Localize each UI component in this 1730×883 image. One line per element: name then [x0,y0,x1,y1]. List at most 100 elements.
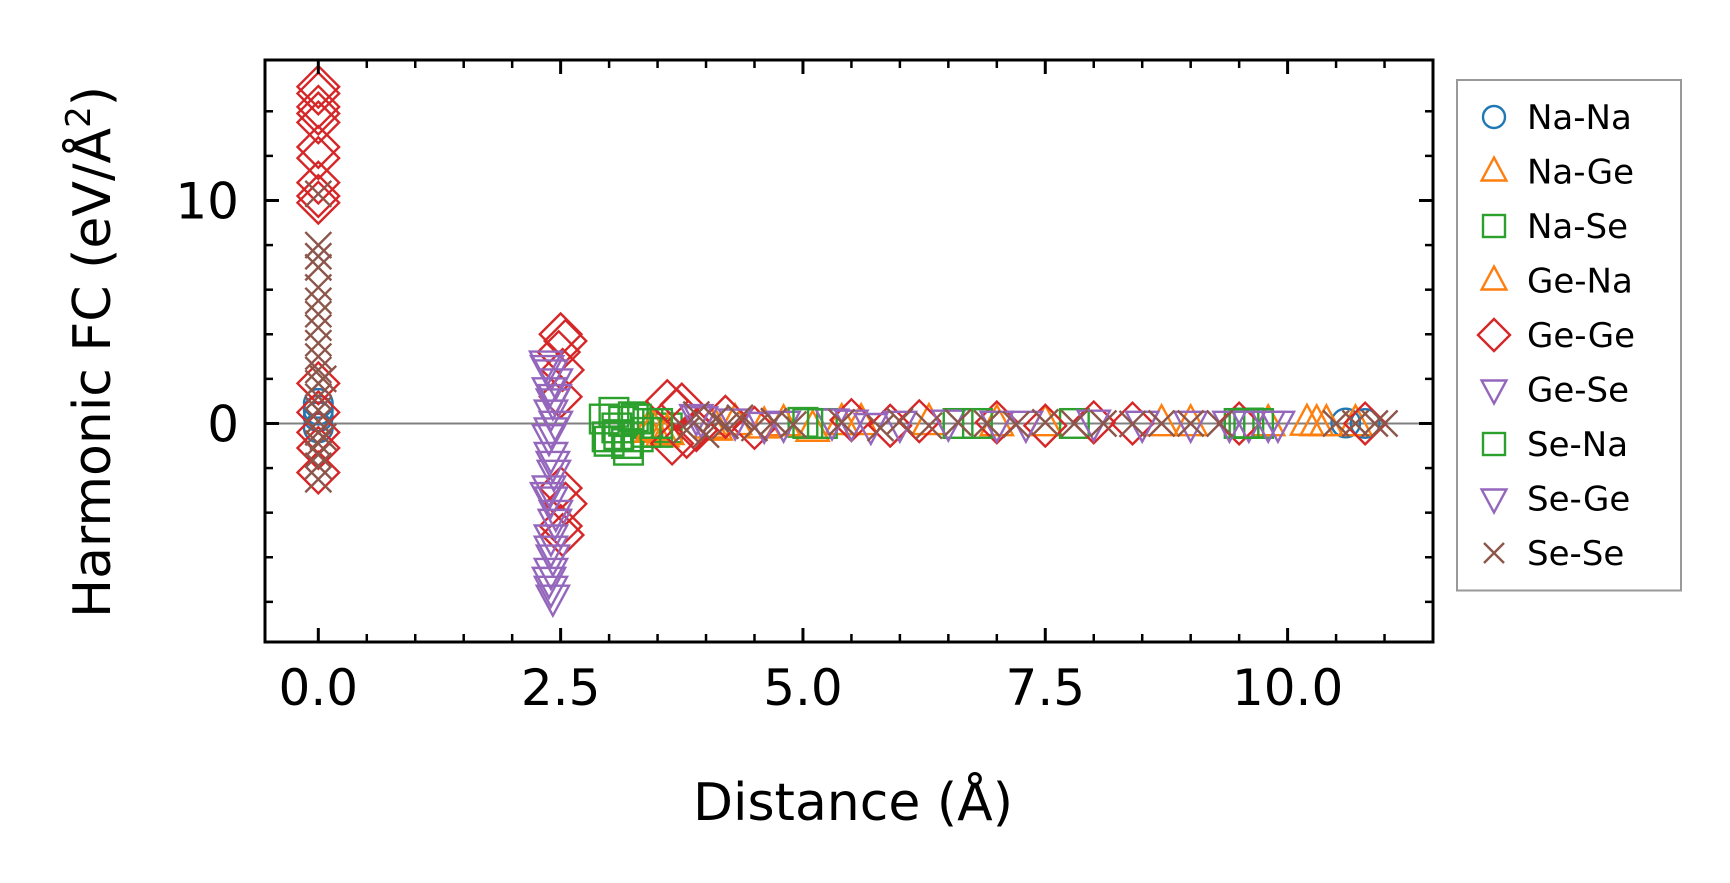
data-point [942,407,974,439]
data-point [304,356,333,384]
data-point [304,179,333,208]
legend-label: Na-Ge [1527,153,1634,193]
x-tick-label: 7.5 [1006,659,1086,717]
x-tick-label: 5.0 [763,659,843,717]
legend-frame [1456,79,1682,592]
data-point [1330,407,1362,439]
plot-frame [263,58,1435,644]
data-point [1147,409,1176,438]
data-point [944,408,972,437]
data-point [1322,409,1350,438]
data-point [304,465,333,494]
data-point [794,408,831,442]
data-point [295,64,341,110]
data-point [1298,402,1335,437]
data-point [534,584,572,619]
data-point [915,411,943,440]
data-point [534,450,572,485]
data-point [672,416,701,445]
data-point [304,300,333,329]
data-point [295,160,341,206]
x-tick-label: 10.0 [1232,659,1343,717]
series-se-na [591,403,1260,460]
legend-marker [1481,213,1507,239]
data-point [726,404,754,432]
data-point [309,423,338,451]
data-point [823,401,860,436]
data-point [1172,410,1209,445]
data-point [1205,409,1234,438]
data-point [1172,402,1209,437]
data-point [304,440,333,469]
x-tick-label: 0.0 [279,659,359,717]
data-point [304,273,333,302]
data-point [295,450,341,496]
legend-marker [1479,488,1509,516]
data-point [532,486,570,521]
data-point [867,403,913,449]
legend-item: Se-Se [1483,534,1624,574]
data-point [642,407,674,439]
data-point [611,428,643,460]
data-point [304,451,333,480]
data-point [961,407,993,439]
legend-marker [1479,263,1509,291]
data-point [530,423,568,458]
data-point [1250,410,1287,445]
data-point [598,396,630,428]
x-tick-label: 2.5 [521,659,601,717]
data-point [779,410,808,439]
data-point [1360,409,1389,438]
data-point [295,180,341,226]
data-point [295,173,341,219]
data-point [1058,407,1090,439]
data-point [842,401,880,436]
y-axis-label-main: Harmonic FC (eV/Å [61,127,123,618]
legend-marker [1481,104,1507,130]
data-point [540,347,586,393]
data-point [1031,408,1060,437]
data-point [1341,409,1370,438]
series-se-se [304,179,1399,494]
legend-item: Se-Ge [1479,480,1630,520]
legend-item: Se-Na [1481,425,1628,465]
data-point [1230,410,1267,445]
legend-item: Na-Se [1481,207,1628,247]
data-point [973,409,1001,438]
x-axis-label: Distance (Å) [693,771,1013,833]
data-point [304,242,333,271]
y-tick-label: 0 [207,395,239,453]
legend-marker [1481,431,1507,457]
legend-label: Ge-Se [1527,371,1629,411]
data-point [302,387,334,419]
data-point [309,365,338,393]
data-point [692,420,720,449]
data-point [304,253,333,282]
data-point [532,417,570,451]
data-point [1370,409,1399,438]
legend-label: Se-Na [1527,425,1628,465]
data-point [304,407,333,436]
data-point [295,425,341,471]
legend-label: Ge-Na [1527,262,1633,302]
data-point [532,557,570,592]
y-axis-label: Harmonic FC (eV/Å2) [59,86,123,618]
data-point [532,441,570,476]
data-point [1002,410,1031,439]
data-point [532,535,570,570]
legend-label: Se-Ge [1527,480,1630,520]
legend-marker [1479,154,1509,182]
legend-label: Na-Se [1527,207,1628,247]
data-point [304,329,333,358]
legend-marker [1483,542,1505,564]
y-axis-label-superscript: 2 [59,106,99,128]
data-point [528,481,566,516]
data-point [304,231,333,259]
data-point [1110,400,1156,446]
data-point [536,508,573,543]
data-point [630,416,662,448]
data-point [536,383,573,418]
data-point [528,354,566,389]
data-point [530,566,568,601]
